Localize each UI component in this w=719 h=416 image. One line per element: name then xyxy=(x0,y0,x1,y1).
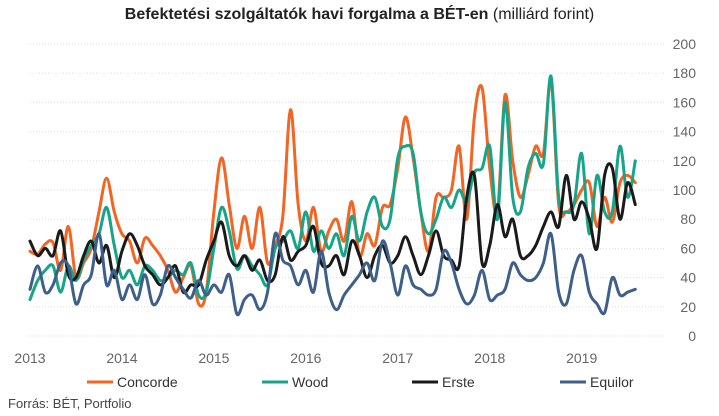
y-tick-label: 200 xyxy=(673,36,697,52)
legend-label-concorde: Concorde xyxy=(117,374,178,390)
y-tick-label: 100 xyxy=(673,182,697,198)
chart-title-unit: (milliárd forint) xyxy=(492,6,595,23)
y-tick-label: 160 xyxy=(673,94,697,110)
y-tick-label: 40 xyxy=(680,270,696,286)
x-tick-label: 2015 xyxy=(198,350,229,366)
x-tick-label: 2019 xyxy=(566,350,597,366)
y-tick-label: 60 xyxy=(680,240,696,256)
chart-title: Befektetési szolgáltatók havi forgalma a… xyxy=(0,6,719,24)
series-line-erste xyxy=(28,162,637,295)
x-tick-label: 2013 xyxy=(14,350,45,366)
y-tick-label: 180 xyxy=(673,65,697,81)
source-note: Forrás: BÉT, Portfolio xyxy=(8,396,132,411)
x-tick-label: 2016 xyxy=(290,350,321,366)
x-tick-label: 2018 xyxy=(474,350,505,366)
x-tick-label: 2017 xyxy=(382,350,413,366)
series-line-equilor xyxy=(28,231,637,317)
series-line-concorde xyxy=(28,78,637,308)
legend-label-erste: Erste xyxy=(442,374,475,390)
legend-label-wood: Wood xyxy=(292,374,328,390)
legend-label-equilor: Equilor xyxy=(590,374,634,390)
x-tick-label: 2014 xyxy=(106,350,137,366)
series-line-wood xyxy=(28,74,637,301)
y-tick-label: 0 xyxy=(688,328,696,344)
y-tick-label: 20 xyxy=(680,299,696,315)
y-tick-label: 120 xyxy=(673,153,697,169)
chart-title-main: Befektetési szolgáltatók havi forgalma a… xyxy=(124,6,489,23)
y-tick-label: 80 xyxy=(680,211,696,227)
y-tick-label: 140 xyxy=(673,124,697,140)
